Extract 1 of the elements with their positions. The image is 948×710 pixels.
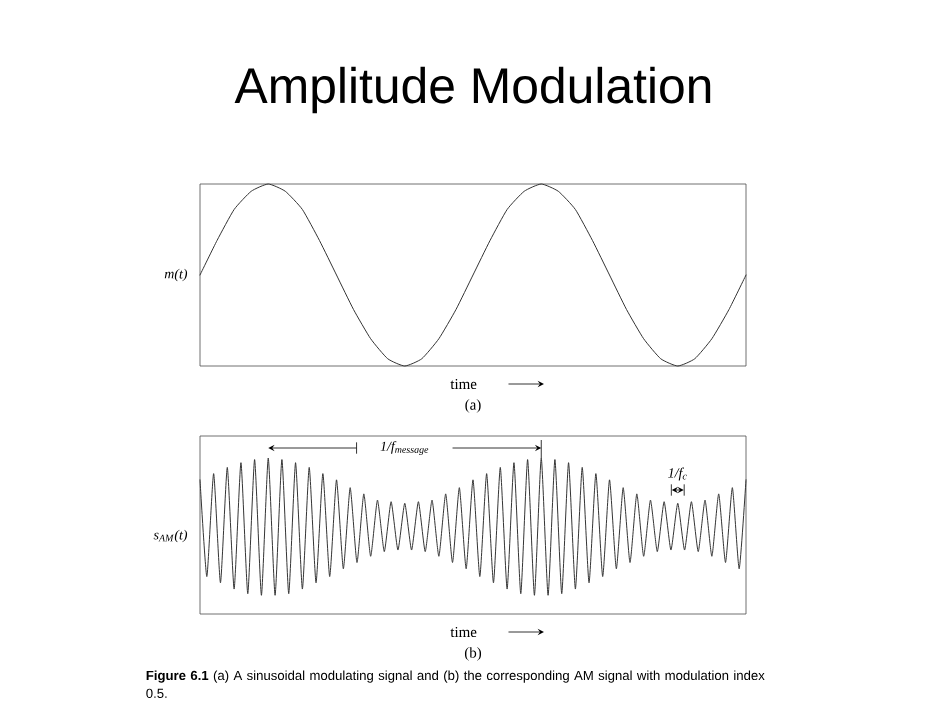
chart-title: Amplitude Modulation [234, 66, 711, 114]
